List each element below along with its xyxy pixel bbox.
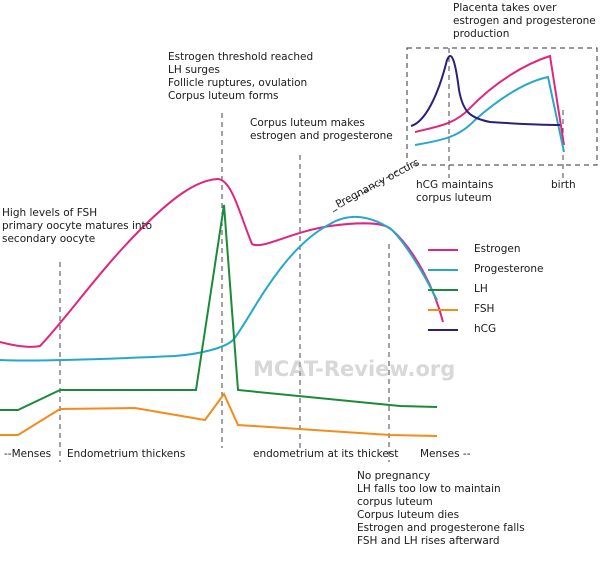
annotation-placenta: Placenta takes over estrogen and progest… [453, 2, 596, 41]
annotation-line: corpus luteum [357, 496, 433, 508]
phase-endometrium-thickens: Endometrium thickens [67, 448, 186, 460]
annotation-line: primary oocyte matures into [2, 220, 153, 232]
annotation-line: Estrogen threshold reached [168, 51, 314, 63]
annotation-estrogen-threshold: Estrogen threshold reached LH surges Fol… [168, 51, 313, 103]
annotation-line: estrogen and progesterone [453, 15, 596, 27]
phase-endometrium-thickest: endometrium at its thickest [253, 448, 399, 460]
legend-label-progesterone: Progesterone [474, 263, 544, 275]
fsh-curve [0, 392, 438, 437]
phase-menses-start: --Menses [4, 448, 52, 460]
annotation-no-pregnancy: No pregnancy LH falls too low to maintai… [357, 470, 525, 548]
annotation-line: estrogen and progesterone [250, 130, 393, 142]
annotation-line: Corpus luteum forms [168, 90, 279, 102]
inset-progesterone-curve [414, 75, 565, 153]
annotation-line: FSH and LH rises afterward [357, 535, 500, 547]
annotation-line: Placenta takes over [453, 2, 557, 14]
inset-hcg-curve [410, 54, 561, 127]
progesterone-curve [0, 215, 438, 362]
pregnancy-connector [332, 164, 408, 213]
annotation-line: Corpus luteum makes [250, 117, 365, 129]
annotation-line: Corpus luteum dies [357, 509, 460, 521]
annotation-line: hCG maintains [416, 179, 494, 191]
legend-label-lh: LH [474, 283, 488, 295]
annotation-line: production [453, 28, 510, 40]
annotation-line: No pregnancy [357, 470, 431, 482]
annotation-line: LH surges [168, 64, 220, 76]
legend-label-fsh: FSH [474, 303, 495, 315]
annotation-line: Estrogen and progesterone falls [357, 522, 525, 534]
annotation-corpus-luteum: Corpus luteum makes estrogen and progest… [250, 117, 393, 143]
annotation-line: corpus luteum [416, 192, 492, 204]
phase-menses-end: Menses -- [420, 448, 471, 460]
inset-box [406, 47, 598, 166]
lh-curve [0, 204, 438, 411]
annotation-line: High levels of FSH [2, 207, 98, 219]
inset-estrogen-curve [414, 54, 565, 146]
annotation-hcg: hCG maintains corpus luteum [416, 179, 493, 205]
annotation-line: Follicle ruptures, ovulation [168, 77, 308, 89]
annotation-fsh-high: High levels of FSH primary oocyte mature… [2, 207, 152, 246]
legend-label-hcg: hCG [474, 323, 497, 335]
watermark: MCAT-Review.org [253, 357, 455, 381]
annotation-birth: birth [551, 179, 576, 191]
pregnancy-occurs-label: Pregnancy occurs [334, 156, 422, 210]
legend-label-estrogen: Estrogen [474, 243, 521, 255]
annotation-line: secondary oocyte [2, 233, 96, 245]
annotation-line: LH falls too low to maintain [357, 483, 501, 495]
